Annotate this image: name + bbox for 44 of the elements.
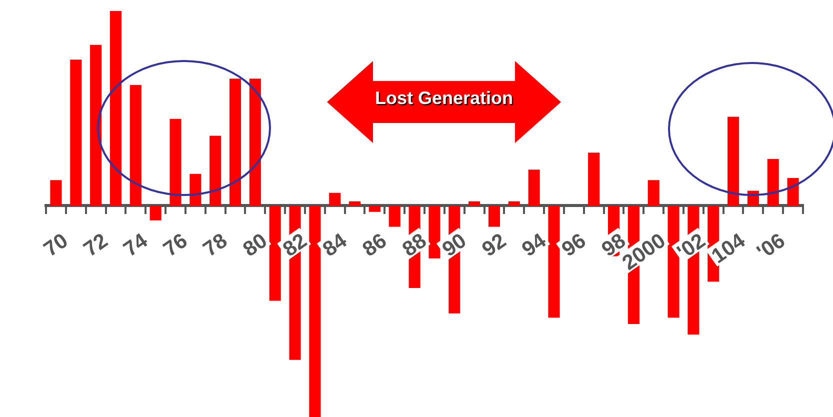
bar [309, 206, 321, 417]
bar [50, 180, 62, 206]
bar [388, 206, 400, 227]
bar [349, 201, 361, 206]
bar [468, 201, 480, 206]
x-tick-label: 104 [708, 228, 750, 268]
bar [70, 60, 82, 206]
x-tick-label: '06 [752, 229, 790, 264]
bar [170, 118, 182, 206]
bar [528, 170, 540, 206]
x-tick-label: 72 [80, 229, 112, 262]
x-tick-label: 92 [478, 229, 510, 262]
bar [329, 192, 341, 206]
bar [548, 206, 560, 318]
x-tick-label: 76 [159, 229, 192, 262]
bar [229, 78, 242, 206]
bar [588, 152, 600, 206]
x-tick-label: 70 [40, 229, 72, 262]
annotation: Lost Generation [374, 88, 514, 109]
bar [249, 78, 261, 206]
bar [110, 11, 122, 206]
x-tick-label: '02 [673, 229, 710, 264]
x-tick-label: 74 [120, 228, 152, 262]
bar [488, 206, 500, 227]
bar [150, 206, 162, 220]
bar [210, 136, 222, 206]
bar [728, 116, 740, 206]
x-tick-label: 94 [518, 228, 551, 262]
x-tick-label: 82 [278, 229, 312, 262]
bar [648, 180, 660, 206]
x-tick-label: 90 [438, 229, 471, 262]
bar [190, 174, 202, 206]
bar [90, 44, 102, 206]
bar [368, 206, 380, 212]
bar [130, 85, 142, 206]
bar [269, 206, 281, 301]
x-tick-label: 86 [358, 229, 391, 262]
x-tick-label: 80 [239, 229, 272, 262]
bar [767, 159, 779, 206]
x-tick-label: 78 [199, 228, 232, 262]
bar [508, 201, 520, 206]
x-tick-label: 88 [398, 228, 432, 262]
x-tick-label: 84 [318, 228, 352, 262]
x-tick-label: 96 [558, 229, 590, 262]
